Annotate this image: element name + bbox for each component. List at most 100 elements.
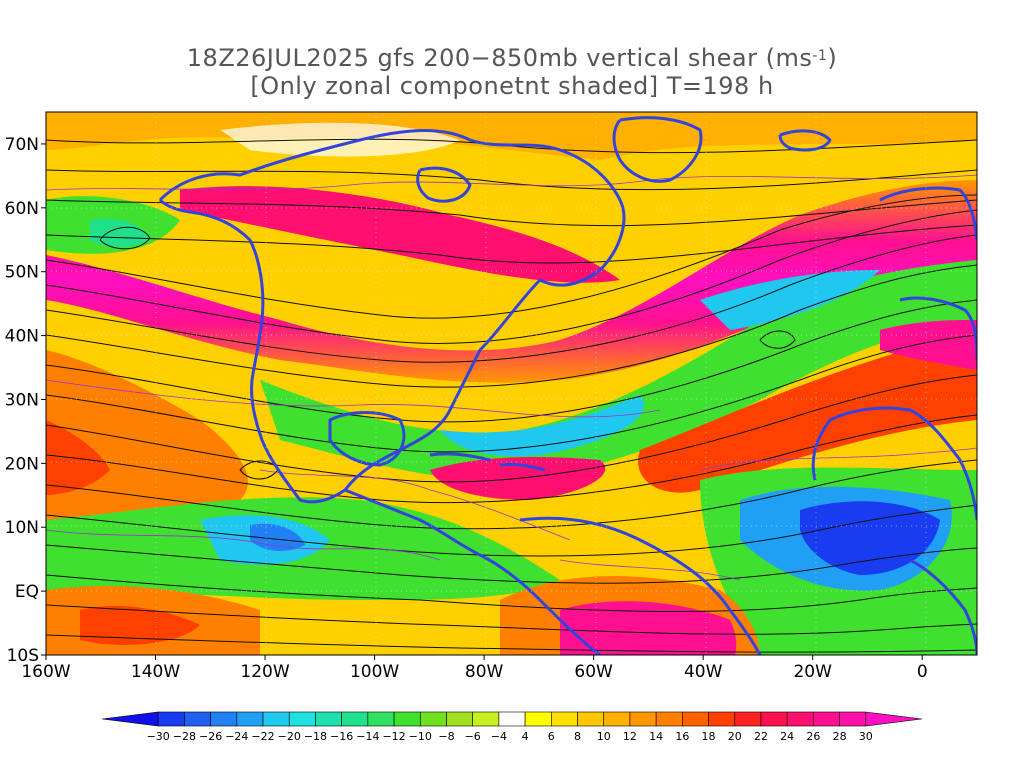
- colorbar-swatch: [577, 711, 605, 727]
- lon-label: 140W: [131, 662, 180, 682]
- colorbar-label: −6: [465, 730, 481, 743]
- lon-label: 100W: [350, 662, 399, 682]
- shading-tropic-blue: [250, 523, 305, 552]
- latitude-axis: 70N 60N 50N 40N 30N 20N 10N EQ 10S: [5, 135, 46, 666]
- lat-label: EQ: [15, 582, 39, 602]
- colorbar-label: 18: [702, 730, 716, 743]
- colorbar-swatch: [341, 711, 369, 727]
- colorbar-label: −10: [409, 730, 432, 743]
- colorbar-swatch: [262, 711, 290, 727]
- colorbar-label: −24: [225, 730, 248, 743]
- colorbar-swatch: [786, 711, 814, 727]
- colorbar-swatch: [655, 711, 683, 727]
- colorbar-label: −14: [356, 730, 379, 743]
- title-line-2: [Only zonal componetnt shaded] T=198 h: [250, 72, 774, 100]
- lon-label: 20W: [793, 662, 832, 682]
- shading-cyan-nw: [90, 218, 150, 247]
- colorbar-swatch: [288, 711, 316, 727]
- lon-label: 80W: [465, 662, 504, 682]
- colorbar-label: 12: [623, 730, 637, 743]
- lon-label: 160W: [21, 662, 70, 682]
- lon-label: 40W: [684, 662, 723, 682]
- shading-eq-atl-blue: [800, 501, 940, 575]
- shading-canada-jet: [180, 186, 620, 283]
- colorbar-swatch: [760, 711, 788, 727]
- lat-label: 20N: [5, 454, 39, 474]
- coastlines: [158, 116, 977, 655]
- colorbar: −30 −28 −26 −24 −22 −20 −18 −16 −14 −12 −10 −8 −6 −4 4…: [101, 711, 923, 743]
- colorbar-label: 26: [806, 730, 820, 743]
- colorbar-swatch: [367, 711, 395, 727]
- lat-label: 70N: [5, 135, 39, 155]
- colorbar-swatch: [603, 711, 631, 727]
- colorbar-label: −8: [438, 730, 454, 743]
- colorbar-swatch: [734, 711, 762, 727]
- colorbar-label: −22: [251, 730, 274, 743]
- colorbar-label: 22: [754, 730, 768, 743]
- colorbar-swatch: [708, 711, 736, 727]
- colorbar-swatch: [682, 711, 709, 727]
- colorbar-swatch: [101, 711, 159, 727]
- colorbar-label: 10: [597, 730, 611, 743]
- streamlines: [46, 138, 977, 653]
- colorbar-swatch: [446, 711, 473, 727]
- colorbar-label: −30: [147, 730, 170, 743]
- colorbar-swatch: [184, 711, 211, 727]
- lat-label: 50N: [5, 263, 39, 283]
- colorbar-swatch: [157, 711, 185, 727]
- colorbar-swatch: [629, 711, 657, 727]
- contours: [46, 174, 977, 581]
- colorbar-label: −26: [199, 730, 222, 743]
- lat-label: 30N: [5, 390, 39, 410]
- shading-pacific-red: [46, 420, 110, 495]
- colorbar-swatch: [551, 711, 578, 727]
- lat-label: 40N: [5, 327, 39, 347]
- colorbar-swatch: [419, 711, 447, 727]
- title-line-1-suffix: ): [827, 44, 838, 72]
- colorbar-swatch: [813, 711, 840, 727]
- title-line-1-text: 18Z26JUL2025 gfs 200−850mb vertical shea…: [186, 44, 813, 72]
- colorbar-label: 6: [548, 730, 555, 743]
- colorbar-label: 4: [522, 730, 529, 743]
- shading-sp-red: [80, 605, 200, 645]
- colorbar-swatch: [865, 711, 923, 727]
- lon-label: 60W: [574, 662, 613, 682]
- colorbar-label: −4: [491, 730, 507, 743]
- colorbar-swatch: [524, 711, 552, 727]
- colorbar-label: −20: [278, 730, 301, 743]
- colorbar-swatch: [498, 711, 526, 727]
- colorbar-label: 20: [728, 730, 742, 743]
- map-panel: [46, 112, 977, 655]
- map-frame: [45, 111, 978, 656]
- shading-atl-pink: [880, 320, 977, 370]
- shading-sa-pink: [560, 601, 737, 655]
- colorbar-label: −16: [330, 730, 353, 743]
- colorbar-label: −18: [304, 730, 327, 743]
- longitude-axis: 160W 140W 120W 100W 80W 60W 40W 20W 0: [21, 655, 928, 682]
- colorbar-label: 16: [675, 730, 689, 743]
- lat-label: 10S: [7, 646, 39, 666]
- lat-label: 10N: [5, 518, 39, 538]
- colorbar-label: 8: [574, 730, 581, 743]
- shading-atl-orange: [638, 330, 977, 493]
- colorbar-swatch: [393, 711, 421, 727]
- colorbar-label: 28: [833, 730, 847, 743]
- shading-green-belt: [260, 260, 977, 481]
- lon-label: 0: [917, 662, 928, 682]
- map-grid: [46, 112, 977, 655]
- colorbar-label: 14: [649, 730, 663, 743]
- shading-arctic: [46, 112, 977, 160]
- colorbar-label: −12: [382, 730, 405, 743]
- title-superscript: -1: [812, 48, 828, 64]
- colorbar-label: 24: [780, 730, 794, 743]
- shading-cyan-atlantic: [700, 270, 880, 330]
- colorbar-swatch: [472, 711, 500, 727]
- colorbar-swatch: [236, 711, 264, 727]
- map-title: 18Z26JUL2025 gfs 200−850mb vertical shea…: [0, 44, 1024, 100]
- colorbar-label: 30: [859, 730, 873, 743]
- shading-main-jet: [46, 180, 977, 383]
- shading-cyan-gulf: [440, 395, 644, 457]
- colorbar-label: −28: [173, 730, 196, 743]
- title-line-1: 18Z26JUL2025 gfs 200−850mb vertical shea…: [0, 44, 1024, 72]
